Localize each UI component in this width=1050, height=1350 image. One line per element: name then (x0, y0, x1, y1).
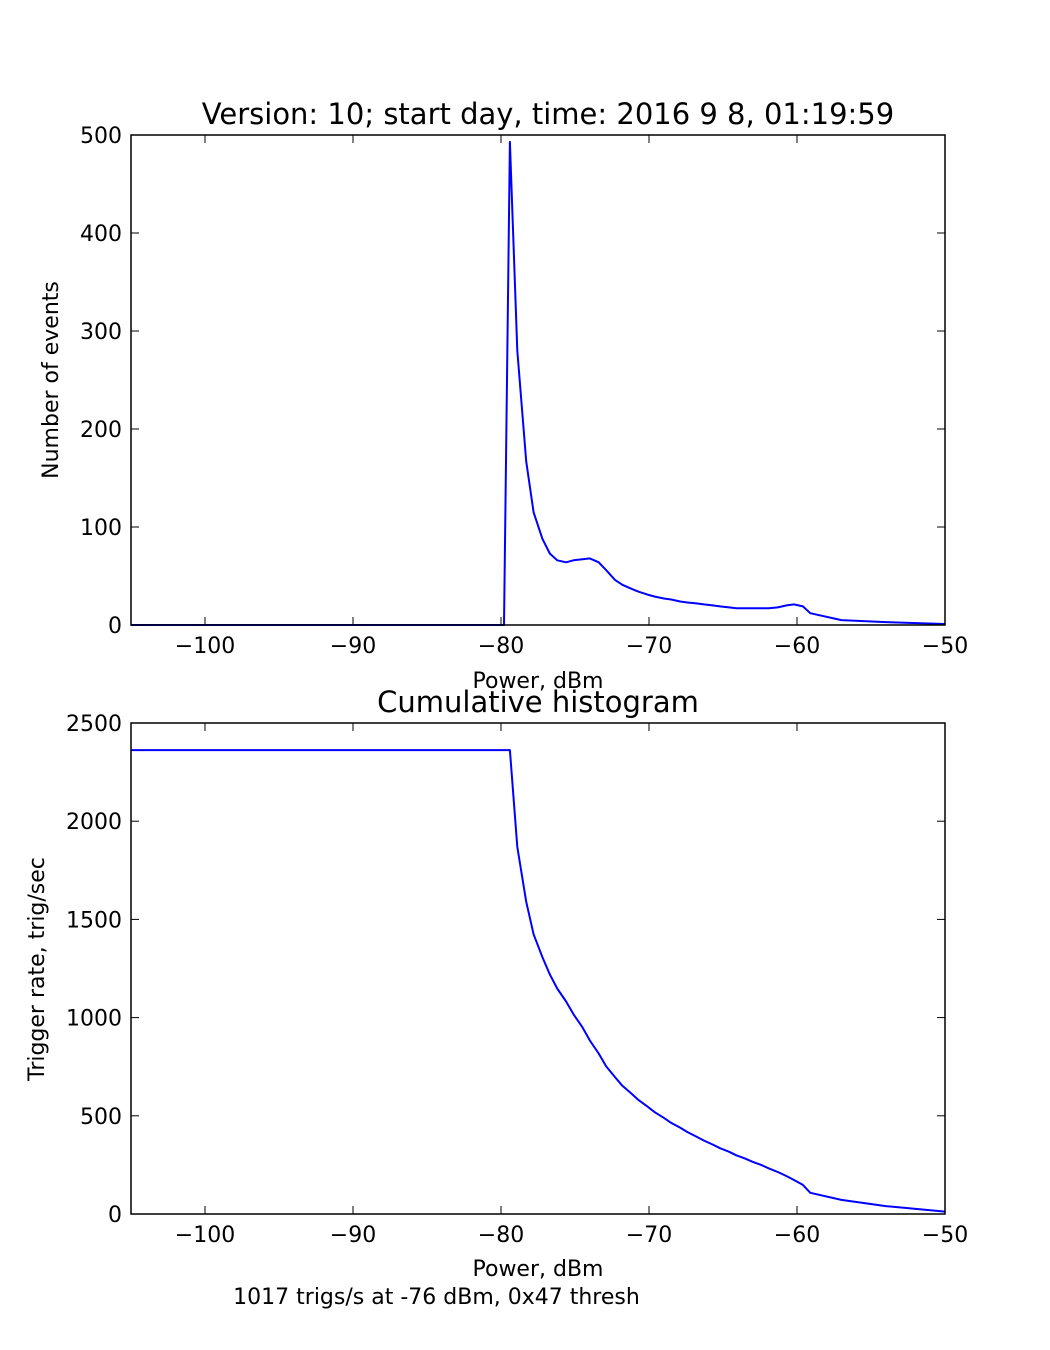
cumulative-title: Cumulative histogram (377, 685, 699, 719)
histogram-xtick-label: −60 (774, 634, 820, 659)
cumulative-ytick-label: 0 (108, 1203, 122, 1228)
histogram-ytick-label: 400 (80, 222, 122, 247)
cumulative-ytick-label: 2500 (66, 712, 122, 737)
histogram-xtick-label: −100 (175, 634, 235, 659)
cumulative-axes: −100 −90 −80 −70 −60 −50 0 500 1000 1500 2000 2500 (66, 712, 968, 1248)
histogram-axes: −100 −90 −80 −70 −60 −50 0 100 200 300 400 500 (80, 124, 968, 659)
histogram-series-line (131, 140, 946, 626)
histogram-xtick-label: −90 (330, 634, 376, 659)
histogram-ylabel: Number of events (39, 281, 64, 479)
histogram-ytick-label: 200 (80, 418, 122, 443)
cumulative-xtick-label: −80 (478, 1223, 524, 1248)
cumulative-ytick-label: 500 (80, 1105, 122, 1130)
cumulative-xtick-label: −100 (175, 1223, 235, 1248)
cumulative-plot-frame (130, 722, 946, 1215)
histogram-ytick-label: 500 (80, 124, 122, 149)
cumulative-xtick-label: −90 (330, 1223, 376, 1248)
cumulative-chart: Cumulative histogram Trigger rate, trig/… (25, 685, 968, 1282)
cumulative-xtick-label: −50 (922, 1223, 968, 1248)
histogram-xtick-label: −80 (478, 634, 524, 659)
cumulative-ytick-label: 2000 (66, 810, 122, 835)
histogram-ytick-label: 100 (80, 516, 122, 541)
cumulative-xtick-label: −60 (774, 1223, 820, 1248)
histogram-xtick-label: −50 (922, 634, 968, 659)
cumulative-xlabel: Power, dBm (473, 1257, 604, 1282)
cumulative-xtick-label: −70 (626, 1223, 672, 1248)
footer-note: 1017 trigs/s at -76 dBm, 0x47 thresh (233, 1285, 640, 1310)
cumulative-ytick-label: 1500 (66, 908, 122, 933)
histogram-plot-frame (130, 134, 946, 626)
histogram-xlabel: Power, dBm (473, 669, 604, 694)
cumulative-ylabel: Trigger rate, trig/sec (25, 857, 50, 1082)
histogram-ytick-label: 0 (108, 614, 122, 639)
histogram-title: Version: 10; start day, time: 2016 9 8, … (202, 97, 894, 131)
cumulative-series-line (131, 749, 946, 1213)
histogram-xtick-label: −70 (626, 634, 672, 659)
histogram-chart: Version: 10; start day, time: 2016 9 8, … (39, 97, 968, 694)
cumulative-ytick-label: 1000 (66, 1007, 122, 1032)
histogram-ytick-label: 300 (80, 320, 122, 345)
